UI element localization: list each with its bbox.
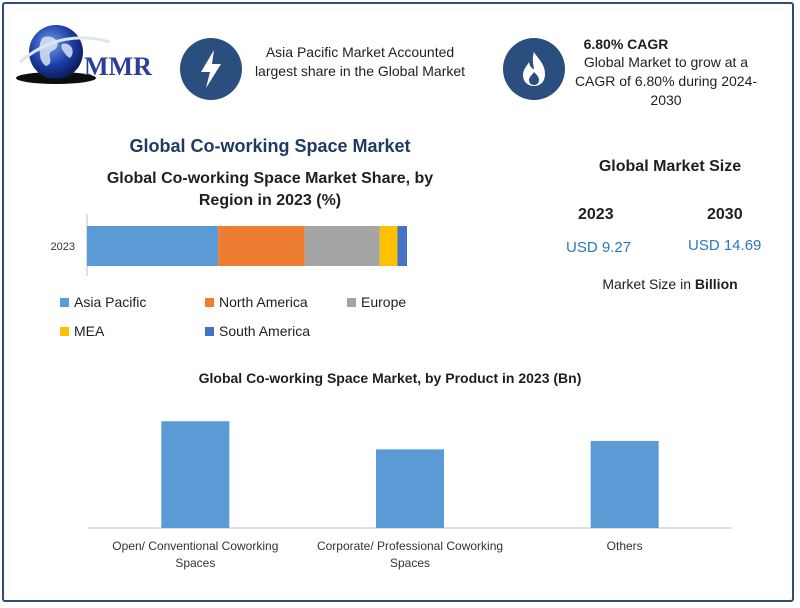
market-size-year-2030: 2030 bbox=[707, 206, 743, 223]
legend-swatch bbox=[205, 297, 214, 307]
legend-item-europe: Europe bbox=[347, 294, 406, 310]
region-category-label: 2023 bbox=[51, 241, 75, 253]
product-chart: Open/ Conventional Coworking Spaces Corpor… bbox=[88, 421, 732, 570]
legend-swatch bbox=[205, 326, 214, 336]
region-segment-north-america bbox=[218, 226, 305, 266]
region-segment-asia-pacific bbox=[87, 226, 219, 266]
market-size-year-2023: 2023 bbox=[578, 206, 614, 223]
product-category-label: Spaces bbox=[175, 556, 215, 570]
region-segment-europe bbox=[304, 226, 380, 266]
legend-label: North America bbox=[219, 294, 308, 310]
info-apac-text: Asia Pacific Market Accounted largest sh… bbox=[254, 44, 466, 79]
legend-item-mea: MEA bbox=[60, 323, 104, 339]
flame-icon bbox=[503, 38, 565, 100]
legend-item-north-america: North America bbox=[205, 294, 308, 310]
market-size-value-2030: USD 14.69 bbox=[688, 237, 762, 254]
globe-logo-icon bbox=[16, 25, 111, 84]
product-category-label: Others bbox=[607, 539, 643, 553]
page-title: Global Co-working Space Market bbox=[129, 136, 411, 156]
region-chart-title: Global Co-working Space Market Share, by… bbox=[106, 170, 434, 209]
unit-bold: Billion bbox=[694, 276, 738, 292]
cagr-title: 6.80% CAGR bbox=[583, 36, 669, 52]
logo-text: MMR bbox=[84, 52, 152, 81]
market-size-value-2023: USD 9.27 bbox=[566, 239, 632, 256]
product-chart-title: Global Co-working Space Market, by Produ… bbox=[198, 370, 582, 386]
product-category-label: Corporate/ Professional Coworking bbox=[317, 539, 503, 553]
legend-swatch bbox=[60, 297, 69, 307]
product-bar-3 bbox=[590, 440, 659, 528]
info-cagr-text: Global Market to grow at a CAGR of 6.80%… bbox=[574, 54, 758, 108]
mmr-logo bbox=[14, 22, 164, 88]
legend-item-south-america: South America bbox=[205, 323, 310, 339]
legend-label: South America bbox=[219, 323, 311, 339]
legend-label: MEA bbox=[74, 323, 105, 339]
legend-swatch bbox=[60, 326, 69, 336]
legend-label: Europe bbox=[361, 294, 407, 310]
product-bar-1 bbox=[161, 421, 230, 528]
frame bbox=[2, 2, 794, 602]
region-share-chart: 2023 bbox=[51, 214, 407, 276]
legend-item-asia-pacific: Asia Pacific bbox=[60, 294, 146, 310]
lightning-icon bbox=[180, 38, 242, 100]
product-category-label: Spaces bbox=[390, 556, 430, 570]
market-size-unit: Market Size in Billion bbox=[560, 276, 780, 292]
region-segment-south-america bbox=[397, 226, 407, 266]
market-size-title: Global Market Size bbox=[598, 158, 742, 175]
unit-prefix: Market Size in bbox=[602, 276, 692, 292]
region-legend: Asia Pacific North America Europe MEA South … bbox=[60, 294, 480, 344]
product-category-label: Open/ Conventional Coworking bbox=[112, 539, 278, 553]
region-segment-mea bbox=[379, 226, 398, 266]
product-bar-2 bbox=[376, 449, 444, 528]
legend-label: Asia Pacific bbox=[74, 294, 147, 310]
legend-swatch bbox=[347, 297, 356, 307]
